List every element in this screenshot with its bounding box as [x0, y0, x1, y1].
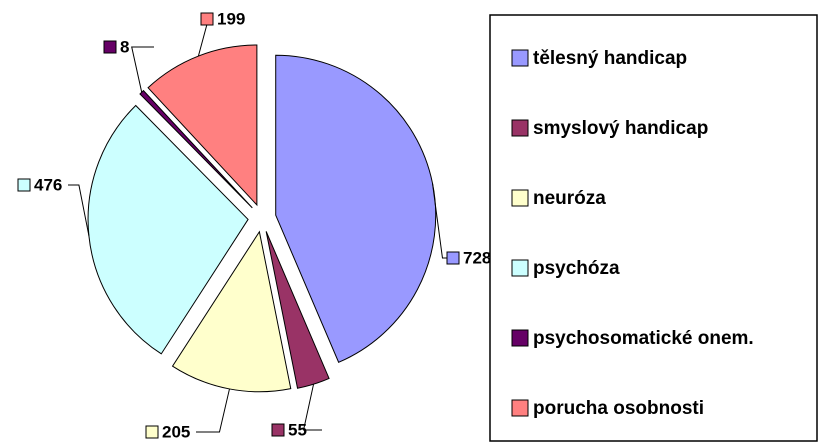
- data-label: 728: [463, 248, 491, 267]
- pie-slice: [147, 44, 258, 207]
- legend-label: porucha osobnosti: [533, 398, 704, 419]
- pie-slice: [265, 231, 330, 389]
- label-swatch: [103, 40, 117, 54]
- leader-line: [431, 183, 447, 259]
- pie: [87, 44, 437, 393]
- leader-line: [196, 388, 230, 433]
- leader-line: [68, 184, 90, 236]
- legend-swatch: [511, 329, 529, 347]
- legend-label: tělesný handicap: [533, 48, 687, 69]
- data-label: 199: [217, 9, 245, 28]
- data-label: 476: [34, 175, 62, 194]
- legend-label: smyslový handicap: [533, 118, 708, 139]
- legend-swatch: [511, 259, 529, 277]
- pie-slice: [171, 230, 292, 393]
- data-label: 8: [120, 37, 129, 56]
- label-swatch: [145, 425, 159, 439]
- pie-slice: [275, 54, 437, 363]
- legend-box: [489, 14, 818, 442]
- legend-swatch: [511, 189, 529, 207]
- legend-label: psychosomatické onem.: [533, 328, 754, 349]
- leader-line: [302, 384, 322, 431]
- legend-swatch: [511, 119, 529, 137]
- data-label: 205: [162, 422, 190, 441]
- legend-label: psychóza: [533, 258, 620, 279]
- legend-swatch: [511, 399, 529, 417]
- data-label: 55: [288, 420, 307, 439]
- legend-label: neuróza: [533, 188, 606, 209]
- label-swatch: [200, 12, 214, 26]
- legend-swatch: [511, 49, 529, 67]
- label-swatch: [17, 178, 31, 192]
- label-swatch: [271, 423, 285, 437]
- label-swatch: [446, 251, 460, 265]
- data-labels: 728 55 205 476 8 199: [17, 9, 491, 441]
- leader-line: [131, 46, 154, 93]
- legend: tělesný handicap smyslový handicap neuróza…: [511, 48, 754, 419]
